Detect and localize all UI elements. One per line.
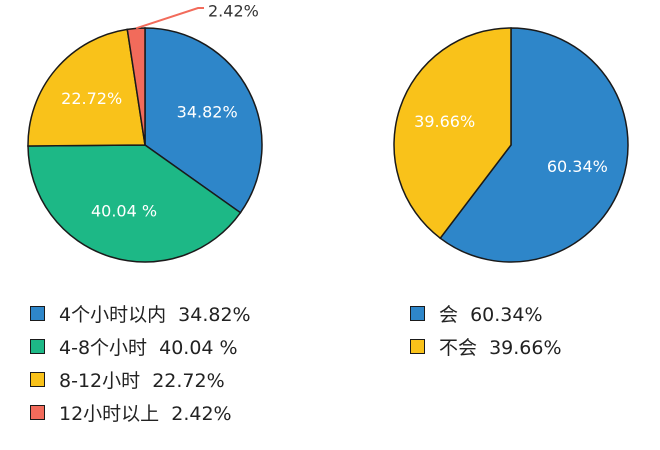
legend-label: 不会 39.66% xyxy=(439,337,562,359)
slice-value-label: 2.42% xyxy=(208,2,259,21)
legend-item: 不会 39.66% xyxy=(410,335,562,359)
legend-swatch xyxy=(30,339,45,354)
legend-item: 12小时以上 2.42% xyxy=(30,401,251,425)
legend-label: 12小时以上 2.42% xyxy=(59,403,232,425)
legend-label: 4-8个小时 40.04 % xyxy=(59,337,238,359)
pie-charts: 34.82% 40.04 % 22.72% 2.42% 60.34% 39.66% xyxy=(27,2,629,263)
legend-item: 4-8个小时 40.04 % xyxy=(30,335,251,359)
slice-value-label: 39.66% xyxy=(414,112,475,131)
legend-swatch xyxy=(30,372,45,387)
legend-label: 会 60.34% xyxy=(439,304,543,326)
slice-value-label: 60.34% xyxy=(547,157,608,176)
callout-line xyxy=(135,7,204,30)
pie-slice xyxy=(27,144,242,263)
slice-value-label: 34.82% xyxy=(177,102,238,121)
pie-slice xyxy=(126,27,146,146)
slice-value-label: 22.72% xyxy=(61,89,122,108)
legend-yes-no: 会 60.34% 不会 39.66% xyxy=(410,302,562,368)
pie-chart-sleep-hours: 34.82% 40.04 % 22.72% 2.42% xyxy=(27,2,263,263)
legend-label: 4个小时以内 34.82% xyxy=(59,304,251,326)
legend-sleep-hours: 4个小时以内 34.82% 4-8个小时 40.04 % 8-12小时 22.7… xyxy=(30,302,251,434)
legend-item: 4个小时以内 34.82% xyxy=(30,302,251,326)
legend-swatch xyxy=(30,405,45,420)
legend-swatch xyxy=(410,306,425,321)
pie-chart-yes-no: 60.34% 39.66% xyxy=(393,27,629,263)
pie-slice xyxy=(27,28,146,147)
legend-item: 8-12小时 22.72% xyxy=(30,368,251,392)
legend-swatch xyxy=(410,339,425,354)
pie-slice xyxy=(144,27,263,214)
slice-value-label: 40.04 % xyxy=(91,201,157,220)
pie-slice xyxy=(393,27,512,240)
legend-swatch xyxy=(30,306,45,321)
legend-item: 会 60.34% xyxy=(410,302,562,326)
pie-slice xyxy=(439,27,629,263)
legend-label: 8-12小时 22.72% xyxy=(59,370,225,392)
